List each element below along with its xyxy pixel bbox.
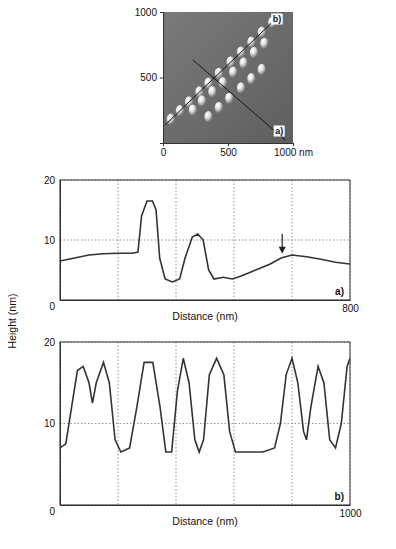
dot: [189, 104, 197, 116]
grid-line: [118, 342, 119, 505]
tick-label: 500: [220, 147, 237, 158]
profile: [60, 201, 350, 282]
tick-label: 1000: [339, 508, 362, 519]
x-axis-title: Distance (nm): [172, 310, 237, 322]
x-axis: 0 500 1000 nm: [161, 143, 313, 158]
tick-label: 10: [44, 235, 56, 246]
tick: 10: [44, 418, 60, 429]
dot: [260, 38, 268, 50]
tick: 1000 nm: [274, 143, 313, 158]
tick: 800: [342, 300, 359, 314]
axis-line: [61, 505, 351, 506]
axis-line: [160, 13, 164, 144]
panel-label: a): [335, 286, 344, 297]
tick-label: 1000 nm: [274, 147, 313, 158]
grid-line: [234, 180, 235, 300]
panel-1: 800 0 10 20 Distance (nm) a): [44, 175, 359, 322]
tick: 1000: [339, 505, 362, 519]
axis-line: [164, 144, 294, 147]
height-profile: [60, 201, 350, 282]
tick-label: 10: [44, 418, 56, 429]
tick: 10: [44, 235, 60, 246]
tick-mark: [293, 143, 294, 146]
dot: [215, 102, 223, 114]
panel-label: b): [335, 491, 344, 502]
tick-label: 0: [49, 301, 55, 312]
y-axis-title: Height (nm): [6, 294, 18, 349]
panel-0: 0 500 1000 nm 500 1000: [135, 7, 313, 158]
grid-line: [234, 342, 235, 505]
dot: [247, 73, 255, 85]
axis-line: [61, 300, 351, 301]
tick: 20: [44, 337, 60, 348]
tick-label: 20: [44, 175, 56, 186]
tick-mark: [228, 143, 229, 146]
cut-line: [193, 60, 285, 140]
tick-label: 0: [161, 147, 167, 158]
tick: 500: [220, 143, 237, 158]
tick: 1000: [135, 7, 163, 18]
figure: 0 500 1000 nm 500 1000 a) b) 800 0 10 20 Distance (…: [0, 0, 396, 549]
label-patch: [274, 125, 285, 136]
tick-label: 20: [44, 337, 56, 348]
tick: 20: [44, 175, 60, 186]
tick-mark: [160, 78, 163, 79]
dot: [237, 82, 245, 94]
tick-mark: [160, 12, 163, 13]
image-background: [163, 12, 293, 143]
grid: [60, 180, 350, 300]
tick-label: 1000: [135, 7, 158, 18]
y-axis: 500 1000: [135, 7, 164, 144]
dot: [239, 57, 247, 69]
cut-labels: a) b): [271, 14, 284, 137]
tick-label: 800: [342, 303, 359, 314]
dot: [204, 111, 212, 123]
plot-frame: [60, 342, 350, 505]
label-patch: [271, 14, 283, 25]
cut-line: [165, 12, 283, 125]
cut-label: a): [275, 126, 283, 136]
height-profile: [60, 358, 350, 452]
grid-line: [118, 180, 119, 300]
dot: [258, 64, 266, 76]
y-axis: 0 10 20: [44, 175, 61, 312]
cut-lines: [165, 12, 285, 140]
dot: [208, 86, 216, 98]
tick: 500: [140, 72, 163, 83]
y-axis: 0 10 20: [44, 337, 61, 517]
tick: 0: [49, 506, 60, 517]
dot: [198, 95, 206, 107]
axis-line: [60, 181, 61, 301]
axis-line: [60, 343, 61, 506]
dot: [229, 66, 237, 78]
panel-2: 1000 0 10 20 Distance (nm) b) Height (nm): [6, 294, 362, 527]
profile: [60, 358, 350, 452]
tick: 0: [161, 143, 167, 158]
tick-label: 500: [140, 72, 157, 83]
dot: [250, 47, 258, 59]
tick-label: 0: [49, 506, 55, 517]
tick: 0: [49, 301, 60, 312]
arrows: [279, 234, 286, 254]
cut-label: b): [273, 14, 282, 24]
x-axis-title: Distance (nm): [172, 515, 237, 527]
arrow-shaft: [282, 234, 283, 249]
grid-line: [60, 240, 350, 241]
plot-frame: [60, 180, 350, 300]
grid: [60, 342, 350, 505]
arrow-head: [279, 247, 286, 254]
